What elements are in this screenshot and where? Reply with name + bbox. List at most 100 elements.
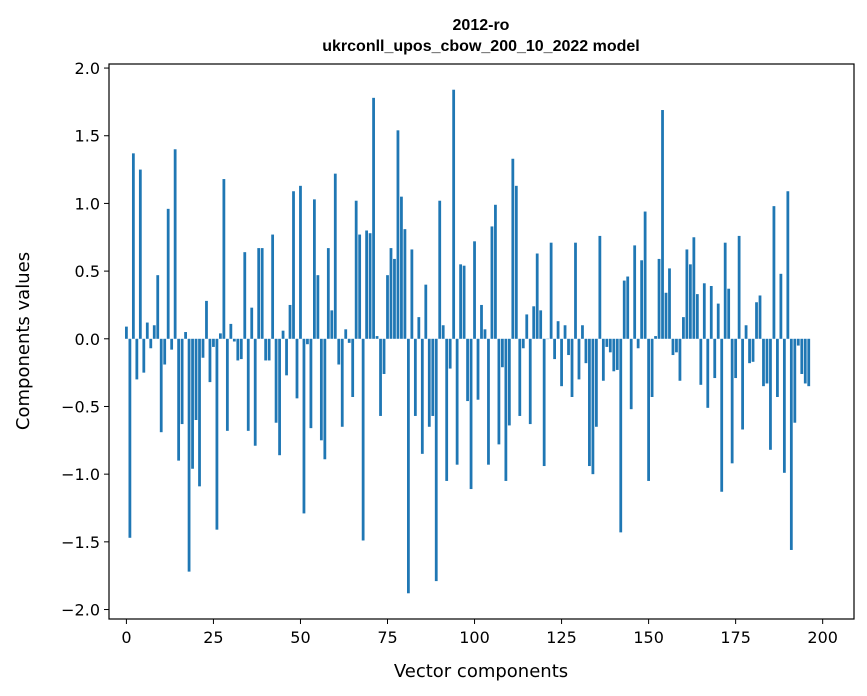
y-tick-label: −0.5	[61, 397, 100, 416]
bar-component-139	[608, 338, 612, 353]
chart-title-line-1: 2012-ro	[453, 17, 510, 34]
bar-component-110	[507, 338, 511, 426]
bar-component-8	[152, 325, 156, 339]
bar-component-61	[337, 338, 341, 365]
bar-component-86	[424, 284, 428, 339]
bar-component-47	[288, 304, 292, 339]
bar-component-53	[309, 338, 313, 429]
chart-title-line-2: ukrconll_upos_cbow_200_10_2022 model	[322, 38, 639, 55]
bar-component-173	[727, 288, 731, 339]
bar-component-79	[400, 196, 403, 339]
bar-component-137	[601, 338, 605, 381]
bar-component-54	[313, 199, 316, 339]
bar-component-117	[532, 306, 536, 339]
bar-component-175	[734, 338, 738, 379]
x-tick-label: 175	[720, 628, 751, 647]
bar-component-18	[187, 338, 191, 572]
bar-component-32	[236, 338, 240, 361]
bar-component-43	[274, 338, 278, 423]
bar-component-13	[170, 338, 174, 350]
bar-component-164	[695, 294, 699, 339]
bar-component-71	[372, 97, 375, 339]
bar-component-36	[250, 307, 254, 339]
bar-component-128	[570, 338, 574, 397]
bar-component-166	[702, 283, 706, 339]
bar-component-181	[755, 302, 758, 339]
bar-component-163	[692, 237, 696, 339]
bar-component-72	[375, 336, 379, 339]
bar-component-114	[521, 338, 525, 349]
bar-component-59	[330, 310, 334, 339]
bar-component-176	[737, 235, 741, 339]
bar-component-105	[490, 226, 494, 339]
bar-component-151	[650, 338, 654, 397]
bar-component-66	[354, 200, 358, 339]
bar-component-118	[535, 253, 539, 339]
bar-component-152	[654, 336, 657, 339]
bar-component-131	[581, 325, 584, 339]
bar-component-48	[292, 191, 295, 339]
bar-component-129	[574, 242, 577, 339]
bar-component-5	[142, 338, 146, 373]
bar-component-21	[198, 338, 201, 487]
bar-component-46	[285, 338, 288, 376]
bar-component-171	[720, 338, 724, 492]
x-tick-label: 50	[290, 628, 310, 647]
bar-component-192	[793, 338, 797, 423]
bar-component-68	[361, 338, 365, 541]
bar-component-23	[205, 300, 208, 339]
bar-component-67	[358, 234, 362, 339]
bar-component-132	[584, 338, 588, 364]
bar-component-126	[563, 325, 567, 339]
y-tick-label: 2.0	[75, 59, 100, 78]
bar-component-194	[800, 338, 804, 374]
bar-component-19	[191, 338, 194, 469]
y-axis-ticks: −2.0 −1.5 −1.0 −0.5 0.0 0.5 1.0 1.5 2.0	[61, 59, 109, 620]
bar-component-124	[556, 321, 560, 339]
bar-component-160	[682, 317, 685, 339]
bar-component-76	[389, 248, 393, 339]
x-tick-label: 25	[203, 628, 223, 647]
bar-component-141	[615, 338, 619, 370]
bar-component-74	[382, 338, 386, 374]
bar-component-82	[410, 249, 414, 339]
bar-component-168	[709, 286, 713, 339]
bar-component-127	[567, 338, 570, 356]
bar-component-138	[605, 338, 609, 347]
bar-component-0	[125, 326, 128, 339]
bar-component-77	[393, 258, 396, 339]
bar-component-98	[466, 338, 469, 402]
bar-component-56	[319, 338, 323, 441]
bar-component-57	[323, 338, 327, 460]
bar-component-49	[295, 338, 299, 399]
bar-component-106	[494, 204, 497, 339]
bar-component-38	[257, 248, 261, 339]
bar-component-174	[730, 338, 734, 464]
bar-component-133	[588, 338, 591, 467]
bar-component-143	[622, 280, 626, 339]
bar-component-148	[640, 260, 644, 339]
bar-component-34	[243, 252, 247, 339]
bar-component-154	[661, 110, 664, 339]
bar-component-180	[751, 338, 755, 362]
bar-component-123	[553, 338, 556, 360]
bar-component-29	[225, 338, 229, 431]
bar-component-185	[769, 338, 772, 450]
bar-component-153	[657, 258, 661, 339]
y-tick-label: −1.0	[61, 465, 100, 484]
y-tick-label: 0.5	[75, 262, 100, 281]
bar-component-177	[741, 338, 744, 430]
bar-component-42	[271, 234, 275, 339]
bar-component-182	[758, 295, 762, 339]
bar-component-87	[427, 338, 431, 427]
bar-component-167	[706, 338, 710, 408]
bar-component-51	[302, 338, 306, 514]
bar-component-55	[316, 275, 320, 339]
bar-component-90	[438, 200, 442, 339]
bar-component-37	[253, 338, 257, 446]
bar-component-144	[626, 276, 630, 339]
bar-component-88	[431, 338, 435, 416]
bar-component-25	[212, 338, 215, 347]
bar-component-62	[340, 338, 344, 427]
